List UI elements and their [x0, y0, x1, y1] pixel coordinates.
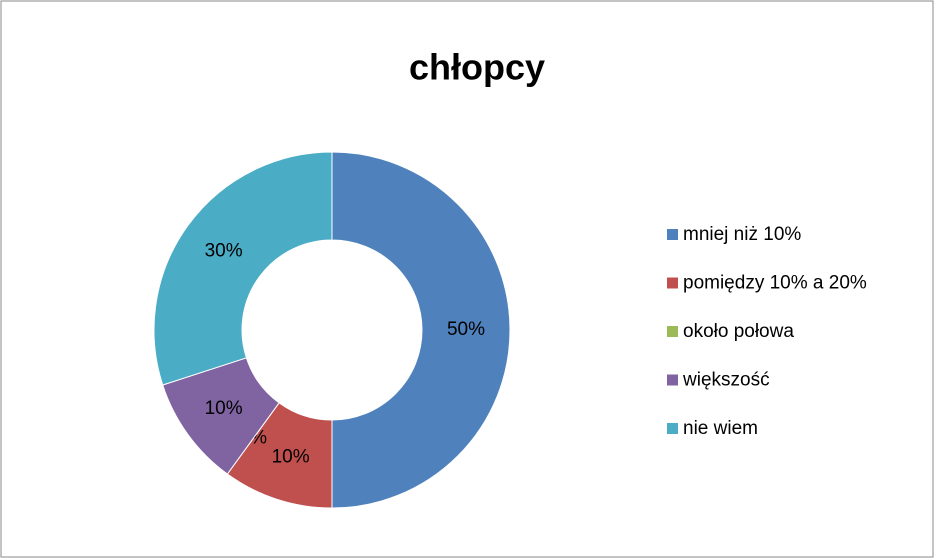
- chart-title: chłopcy: [409, 47, 545, 88]
- legend-label: większość: [682, 370, 770, 391]
- legend-label: nie wiem: [683, 418, 758, 439]
- donut-slice: [331, 151, 511, 509]
- legend-swatch: [667, 423, 678, 434]
- data-label: 10%: [205, 398, 243, 419]
- donut-slice: [153, 151, 333, 386]
- data-label: 30%: [205, 240, 243, 261]
- legend-label: mniej niż 10%: [683, 224, 801, 245]
- legend-swatch: [667, 326, 678, 337]
- legend-swatch: [667, 374, 678, 386]
- legend-label: pomiędzy 10% a 20%: [683, 273, 867, 294]
- legend-label: około połowa: [683, 321, 794, 342]
- legend-swatch: [667, 229, 678, 240]
- data-label: 50%: [447, 319, 485, 340]
- data-label: 10%: [272, 446, 310, 467]
- legend-swatch: [667, 277, 678, 289]
